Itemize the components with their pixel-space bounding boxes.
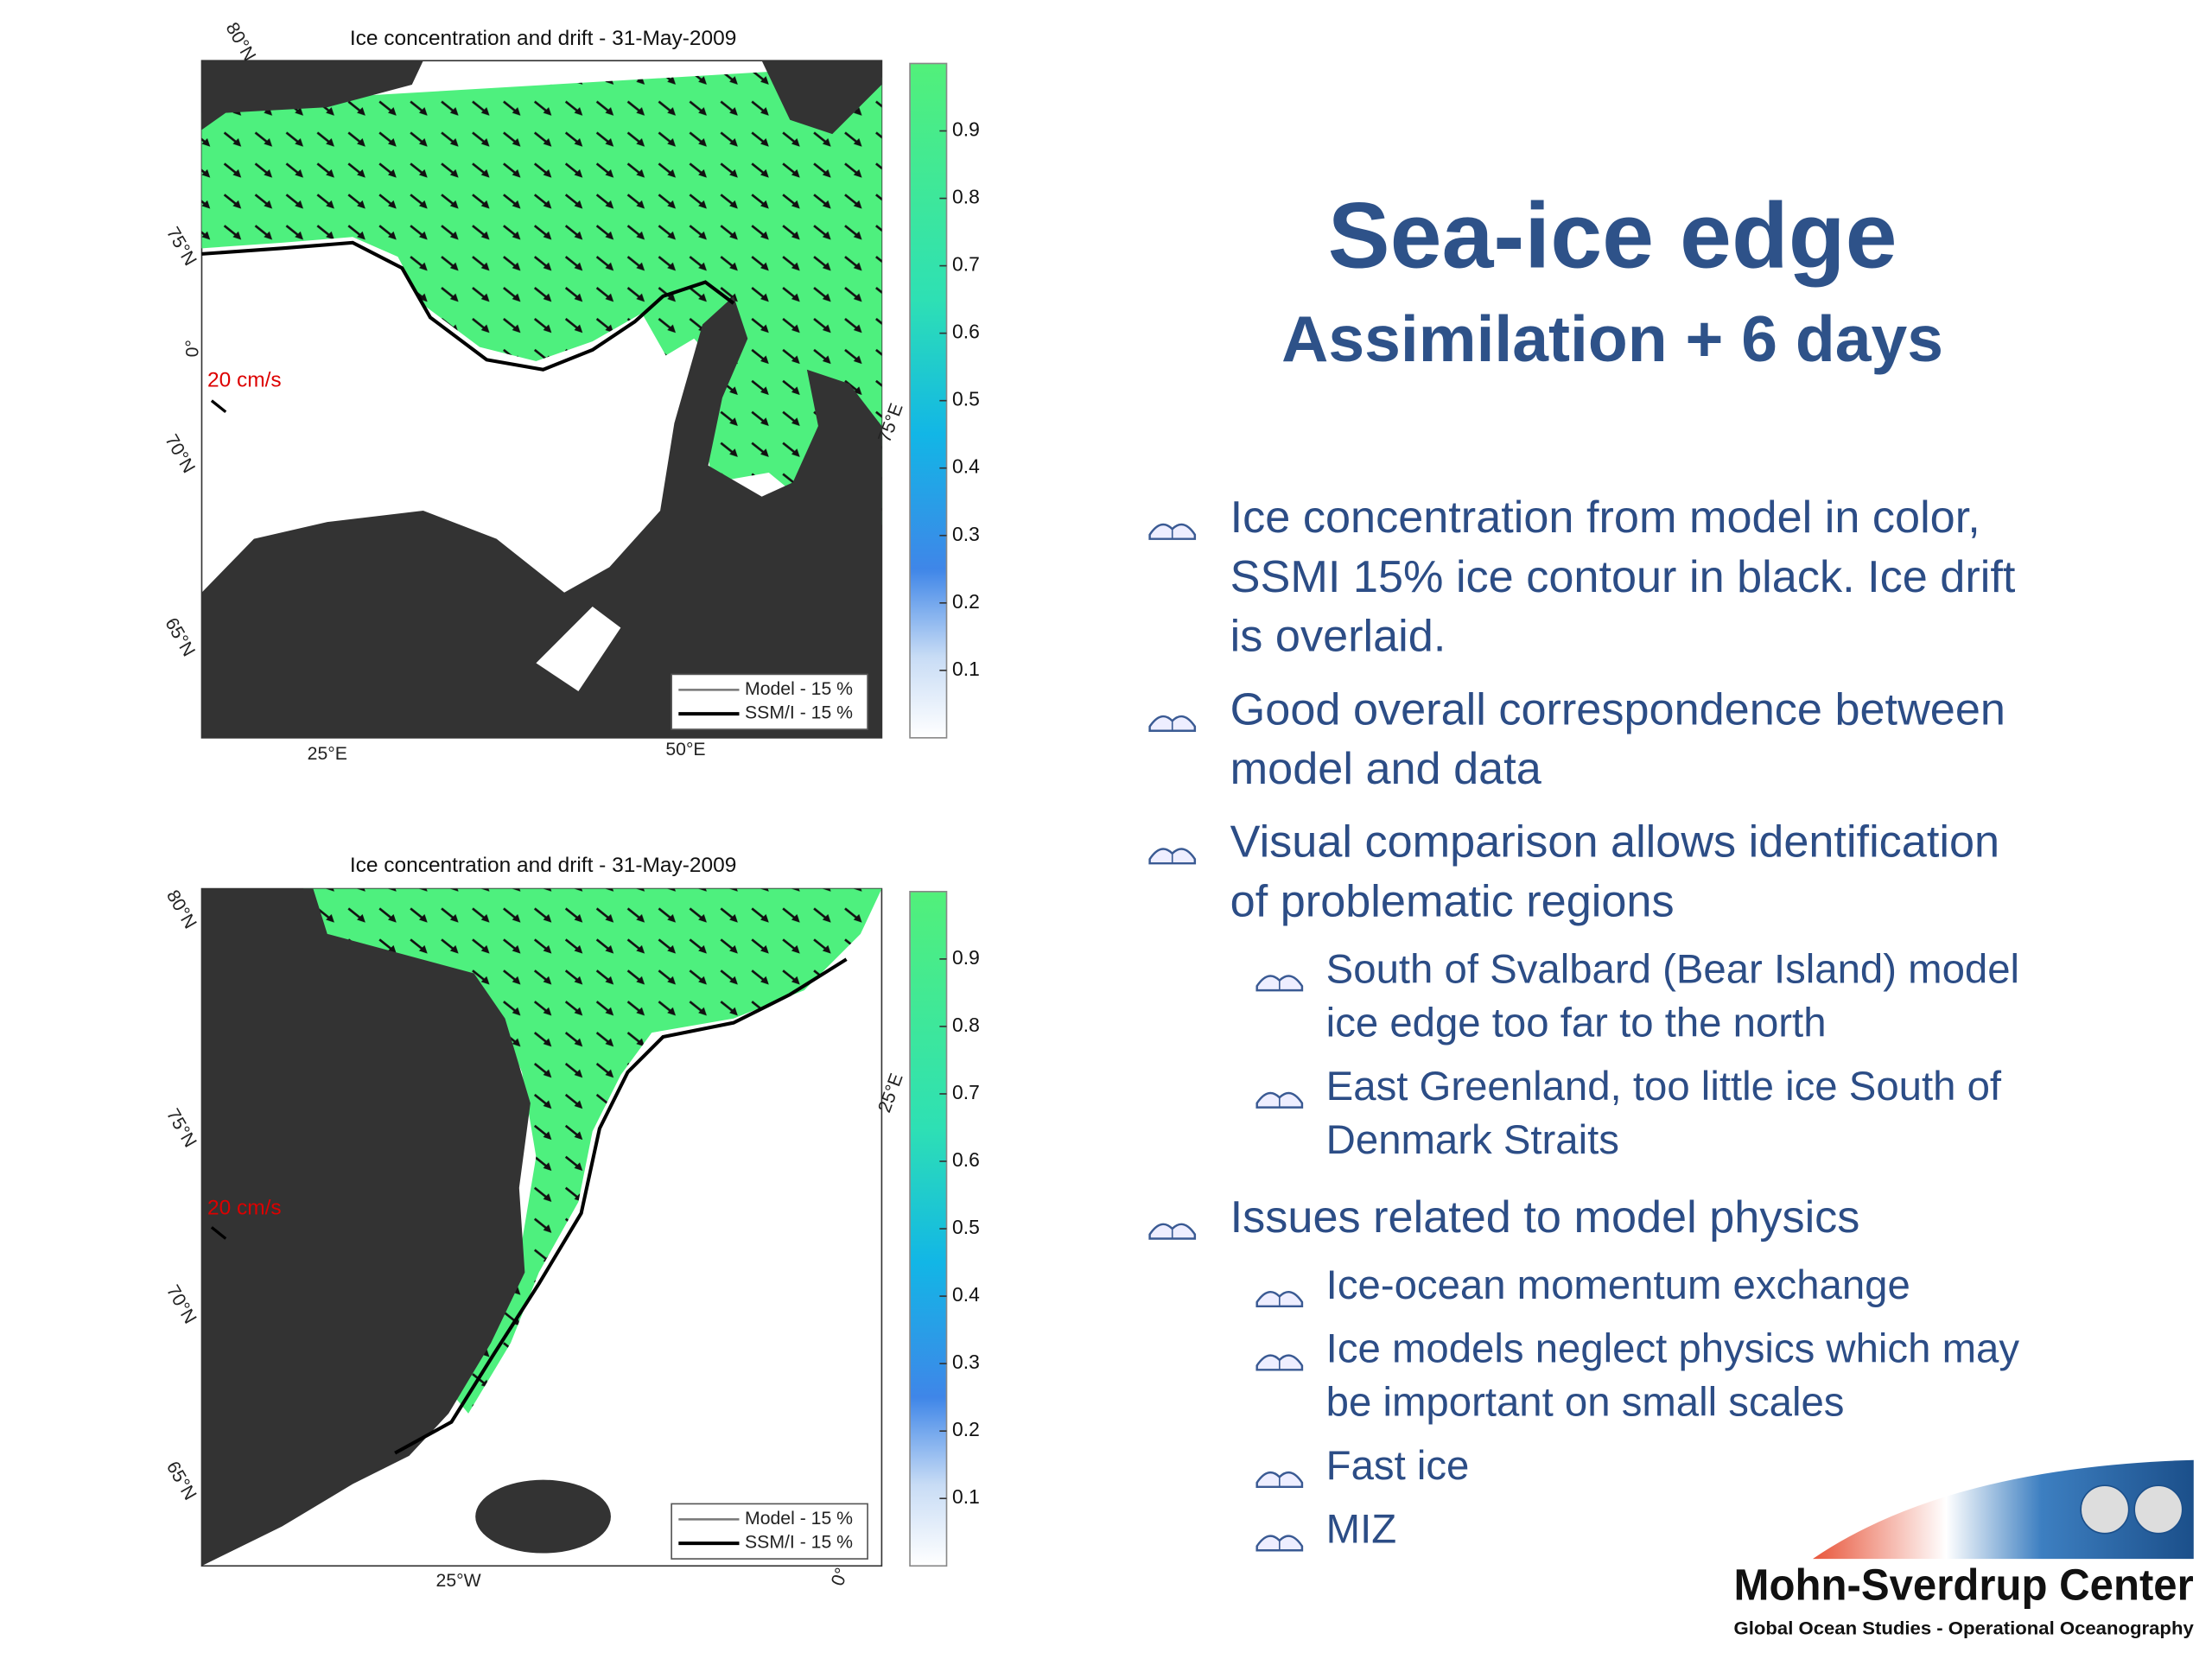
colorbar-tick-label: 0.8	[952, 1014, 980, 1036]
grid-label: 50°E	[665, 740, 705, 760]
grid-label: 80°N	[222, 19, 260, 65]
sub-bullet-text: Denmark Straits	[1326, 1117, 1619, 1163]
grid-label: 65°N	[161, 614, 199, 660]
land	[201, 60, 423, 130]
bullet-icon	[1148, 1223, 1197, 1240]
bullet-text: Good overall correspondence between	[1230, 684, 2005, 734]
bullet-icon	[1148, 523, 1197, 540]
sub-bullet-text: be important on small scales	[1326, 1380, 1845, 1426]
land	[475, 1479, 611, 1554]
colorbar-tick-label: 0.8	[952, 186, 980, 208]
sub-bullet-text: South of Svalbard (Bear Island) model	[1326, 946, 2019, 992]
sub-bullet-text: Ice models neglect physics which may	[1326, 1326, 2020, 1372]
colorbar-tick-label: 0.4	[952, 455, 980, 478]
bullet-text: SSMI 15% ice contour in black. Ice drift	[1230, 552, 2016, 602]
bullet-text: model and data	[1230, 744, 1542, 794]
slide-title: Sea-ice edge	[1328, 182, 1897, 287]
colorbar-tick-label: 0.7	[952, 253, 980, 276]
land	[761, 60, 882, 135]
colorbar-tick-label: 0.1	[952, 658, 980, 680]
colorbar-tick-label: 0.9	[952, 118, 980, 141]
colorbar-tick-label: 0.2	[952, 590, 980, 613]
map-title: Ice concentration and drift - 31-May-200…	[350, 854, 736, 877]
colorbar-tick-label: 0.9	[952, 946, 980, 969]
colorbar-tick-label: 0.6	[952, 1148, 980, 1171]
colorbar-tick-label: 0.4	[952, 1283, 980, 1306]
colorbar-tick-label: 0.2	[952, 1418, 980, 1440]
land	[536, 607, 621, 691]
bullet-text: of problematic regions	[1230, 876, 1675, 926]
scale-arrow	[210, 399, 227, 414]
logo-name: Mohn-Sverdrup Center	[1734, 1560, 2194, 1610]
grid-label: 75°N	[162, 224, 200, 270]
colorbar-tick-label: 0.7	[952, 1081, 980, 1103]
ssmi-contour	[394, 957, 848, 1455]
bullet-icon	[1255, 1290, 1304, 1308]
grid-label: 75°N	[162, 1105, 200, 1151]
logo: Mohn-Sverdrup Center Global Ocean Studie…	[1734, 1459, 2194, 1638]
grid-label: 25°E	[308, 744, 347, 764]
land	[201, 888, 531, 1567]
ssmi-contour	[201, 240, 735, 372]
ice-drift	[303, 888, 882, 1414]
map-legend	[671, 1503, 868, 1560]
map-title: Ice concentration and drift - 31-May-200…	[350, 27, 736, 50]
scale-arrow	[210, 1226, 227, 1240]
scale-label: 20 cm/s	[207, 1197, 282, 1220]
legend-text: SSM/I - 15 %	[745, 1533, 853, 1553]
bullet-icon	[1255, 975, 1304, 992]
sub-bullet-text: ice edge too far to the north	[1326, 1000, 1827, 1046]
logo-portrait	[2133, 1484, 2183, 1535]
bullet-text: Ice concentration from model in color,	[1230, 493, 1980, 543]
grid-label: 70°N	[162, 1281, 200, 1327]
logo-tagline: Global Ocean Studies - Operational Ocean…	[1734, 1618, 2194, 1638]
legend-text: Model - 15 %	[745, 679, 853, 699]
land	[201, 296, 882, 738]
bullet-icon	[1148, 715, 1197, 732]
logo-portrait	[2080, 1484, 2130, 1535]
bullet-icon	[1255, 1535, 1304, 1552]
colorbar-tick-label: 0.3	[952, 523, 980, 545]
bullet-text: Visual comparison allows identification	[1230, 817, 1999, 868]
scale-label: 20 cm/s	[207, 368, 282, 391]
sub-bullet-text: Fast ice	[1326, 1443, 1470, 1489]
bullet-text: is overlaid.	[1230, 611, 1446, 661]
slide-subtitle: Assimilation + 6 days	[1281, 302, 1943, 375]
sub-bullet-text: MIZ	[1326, 1507, 1396, 1553]
logo-swoosh	[1812, 1459, 2194, 1560]
bullet-icon	[1255, 1091, 1304, 1109]
map-1: Model - 15 % SSM/I - 15 % Ice concentrat…	[200, 27, 948, 739]
colorbar-tick-label: 0.6	[952, 321, 980, 343]
bullet-text: Issues related to model physics	[1230, 1192, 1860, 1243]
grid-label: 65°N	[162, 1459, 200, 1504]
sub-bullet-text: Ice-ocean momentum exchange	[1326, 1262, 1910, 1308]
bullet-icon	[1255, 1354, 1304, 1371]
grid-label: 0°	[182, 340, 202, 357]
legend-text: Model - 15 %	[745, 1509, 853, 1529]
colorbar-tick-label: 0.5	[952, 388, 980, 410]
colorbar-tick-label: 0.1	[952, 1485, 980, 1508]
grid-label: 80°N	[162, 887, 200, 932]
colorbar-tick-label: 0.3	[952, 1351, 980, 1373]
colorbar-tick-label: 0.5	[952, 1216, 980, 1238]
grid-label: 70°N	[161, 431, 199, 477]
map-2: Model - 15 % SSM/I - 15 % Ice concentrat…	[200, 854, 948, 1567]
bullet-icon	[1148, 848, 1197, 865]
bullet-icon	[1255, 1471, 1304, 1489]
map-legend	[671, 673, 868, 730]
grid-label: 25°W	[436, 1571, 481, 1591]
legend-text: SSM/I - 15 %	[745, 703, 853, 723]
sub-bullet-text: East Greenland, too little ice South of	[1326, 1064, 2002, 1109]
grid-label: 0°	[828, 1566, 853, 1589]
